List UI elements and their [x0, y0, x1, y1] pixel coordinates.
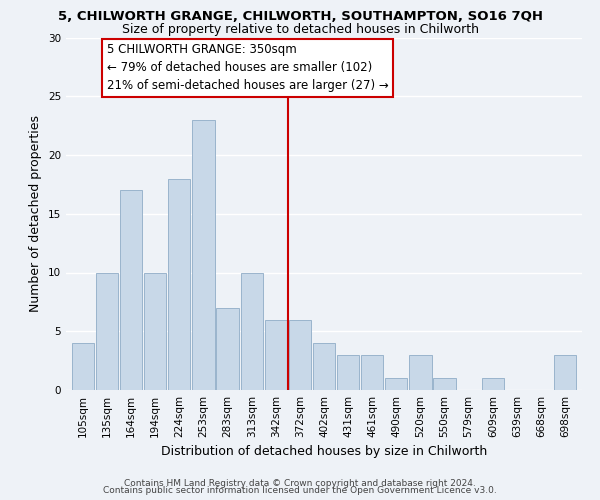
- X-axis label: Distribution of detached houses by size in Chilworth: Distribution of detached houses by size …: [161, 446, 487, 458]
- Bar: [241, 272, 263, 390]
- Bar: [217, 308, 239, 390]
- Bar: [554, 355, 576, 390]
- Bar: [385, 378, 407, 390]
- Text: Size of property relative to detached houses in Chilworth: Size of property relative to detached ho…: [121, 22, 479, 36]
- Bar: [433, 378, 455, 390]
- Bar: [409, 355, 431, 390]
- Text: 5 CHILWORTH GRANGE: 350sqm
← 79% of detached houses are smaller (102)
21% of sem: 5 CHILWORTH GRANGE: 350sqm ← 79% of deta…: [107, 44, 389, 92]
- Bar: [361, 355, 383, 390]
- Bar: [168, 178, 190, 390]
- Bar: [144, 272, 166, 390]
- Bar: [313, 343, 335, 390]
- Text: 5, CHILWORTH GRANGE, CHILWORTH, SOUTHAMPTON, SO16 7QH: 5, CHILWORTH GRANGE, CHILWORTH, SOUTHAMP…: [58, 10, 542, 23]
- Bar: [96, 272, 118, 390]
- Bar: [337, 355, 359, 390]
- Bar: [120, 190, 142, 390]
- Text: Contains HM Land Registry data © Crown copyright and database right 2024.: Contains HM Land Registry data © Crown c…: [124, 478, 476, 488]
- Bar: [482, 378, 504, 390]
- Bar: [265, 320, 287, 390]
- Bar: [72, 343, 94, 390]
- Y-axis label: Number of detached properties: Number of detached properties: [29, 116, 43, 312]
- Bar: [289, 320, 311, 390]
- Bar: [193, 120, 215, 390]
- Text: Contains public sector information licensed under the Open Government Licence v3: Contains public sector information licen…: [103, 486, 497, 495]
